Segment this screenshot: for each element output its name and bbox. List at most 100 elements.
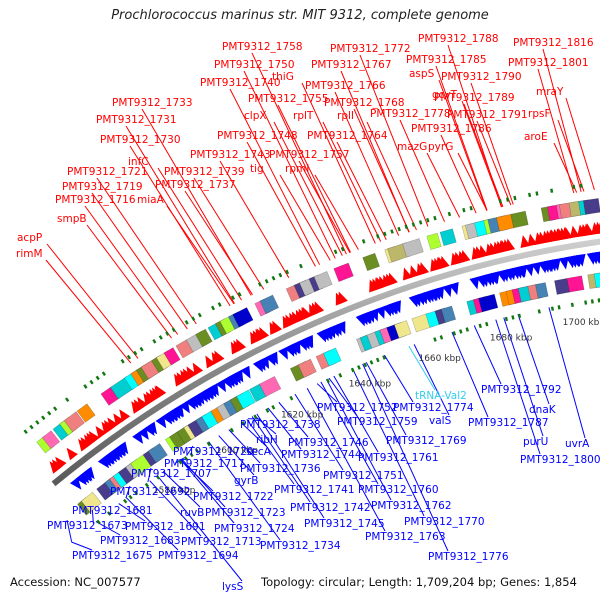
forward-gene-label[interactable]: PMT9312_1767 bbox=[311, 59, 392, 71]
forward-gene-label[interactable]: PMT9312_1750 bbox=[214, 59, 295, 71]
reverse-gene-label[interactable]: PMT9312_1681 bbox=[72, 505, 153, 517]
reverse-gene-label[interactable]: PMT9312_1751 bbox=[323, 470, 404, 482]
trna-label[interactable]: tRNA-Val2 bbox=[415, 390, 467, 402]
forward-gene-label[interactable]: PMT9312_1788 bbox=[418, 33, 499, 45]
reverse-gene-label[interactable]: PMT9312_1675 bbox=[72, 550, 153, 562]
reverse-gene-label[interactable]: PMT9312_1744 bbox=[281, 449, 362, 461]
forward-gene-label[interactable]: clpX bbox=[244, 110, 267, 122]
reverse-gene-label[interactable]: PMT9312_1746 bbox=[288, 437, 369, 449]
reverse-gene-label[interactable]: PMT9312_1683 bbox=[100, 535, 181, 547]
forward-gene-label[interactable]: aspS bbox=[409, 68, 435, 80]
gc-marker bbox=[189, 452, 194, 458]
forward-gene-label[interactable]: PMT9312_1716 bbox=[55, 194, 136, 206]
gc-marker bbox=[83, 384, 88, 389]
forward-gene-label[interactable]: rplI bbox=[337, 110, 354, 122]
forward-gene-label[interactable]: PMT9312_1740 bbox=[200, 77, 281, 89]
forward-gene-label[interactable]: thiG bbox=[272, 71, 294, 83]
reverse-gene-label[interactable]: PMT9312_1761 bbox=[358, 452, 439, 464]
forward-gene-label[interactable]: PMT9312_1748 bbox=[217, 130, 298, 142]
reverse-gene-label[interactable]: PMT9312_1722 bbox=[193, 491, 274, 503]
gc-marker bbox=[229, 427, 234, 433]
topology-summary-text: Topology: circular; Length: 1,709,204 bp… bbox=[261, 575, 577, 589]
reverse-gene-label[interactable]: PMT9312_1736 bbox=[240, 463, 321, 475]
reverse-gene-label[interactable]: PMT9312_1720 bbox=[173, 446, 254, 458]
reverse-gene-label[interactable]: PMT9312_1776 bbox=[428, 551, 509, 563]
forward-gene-label[interactable]: rpsF bbox=[528, 108, 551, 120]
reverse-gene-label[interactable]: PMT9312_1692 bbox=[110, 486, 191, 498]
reverse-gene-label[interactable]: PMT9312_1673 bbox=[47, 520, 128, 532]
reverse-gene-label[interactable]: PMT9312_1770 bbox=[404, 516, 485, 528]
reverse-gene-label[interactable]: PMT9312_1738 bbox=[240, 419, 321, 431]
forward-gene-label[interactable]: PMT9312_1755 bbox=[248, 93, 329, 105]
forward-gene-label[interactable]: tig bbox=[250, 163, 264, 175]
forward-gene-label[interactable]: PMT9312_1789 bbox=[434, 92, 515, 104]
forward-gene-label[interactable]: PMT9312_1786 bbox=[411, 123, 492, 135]
reverse-gene-label[interactable]: PMT9312_1724 bbox=[214, 523, 295, 535]
forward-gene-label[interactable]: PMT9312_1816 bbox=[513, 37, 594, 49]
reverse-gene-label[interactable]: PMT9312_1759 bbox=[337, 416, 418, 428]
reverse-gene-label[interactable]: PMT9312_1707 bbox=[131, 468, 212, 480]
forward-gene-label[interactable]: PMT9312_1721 bbox=[67, 166, 148, 178]
forward-gene-label[interactable]: PMT9312_1790 bbox=[441, 71, 522, 83]
forward-gene-label[interactable]: PMT9312_1801 bbox=[508, 57, 589, 69]
reverse-gene-label[interactable]: PMT9312_1742 bbox=[290, 502, 371, 514]
forward-gene-label[interactable]: mraY bbox=[536, 86, 564, 98]
forward-gene-label[interactable]: PMT9312_1719 bbox=[62, 181, 143, 193]
forward-gene-label[interactable]: miaA bbox=[137, 194, 165, 206]
reverse-gene-label[interactable]: PMT9312_1760 bbox=[358, 484, 439, 496]
reverse-gene-label[interactable]: PMT9312_1717 bbox=[164, 458, 245, 470]
forward-gene-arrow bbox=[55, 456, 67, 470]
forward-gene-label[interactable]: rpmI bbox=[285, 163, 309, 175]
reverse-gene-label[interactable]: dnaK bbox=[529, 404, 557, 416]
reverse-gene-label[interactable]: PMT9312_1763 bbox=[365, 531, 446, 543]
reverse-gene-label[interactable]: PMT9312_1734 bbox=[260, 540, 341, 552]
forward-gene-label[interactable]: PMT9312_1766 bbox=[305, 80, 386, 92]
forward-gene-label[interactable]: aroE bbox=[524, 131, 548, 143]
reverse-gene-label[interactable]: PMT9312_1745 bbox=[304, 518, 385, 530]
reverse-gene-label[interactable]: PMT9312_1694 bbox=[158, 550, 239, 562]
forward-gene-label[interactable]: PMT9312_1772 bbox=[330, 43, 411, 55]
reverse-gene-label[interactable]: PMT9312_1723 bbox=[205, 507, 286, 519]
reverse-gene-label[interactable]: ruvB bbox=[180, 507, 204, 519]
forward-gene-label[interactable]: rimM bbox=[16, 248, 43, 260]
reverse-gene-label[interactable]: PMT9312_1762 bbox=[371, 500, 452, 512]
forward-gene-label[interactable]: PMT9312_1764 bbox=[307, 130, 388, 142]
forward-gene-label[interactable]: smpB bbox=[57, 213, 87, 225]
forward-gene-label[interactable]: acpP bbox=[17, 232, 42, 244]
forward-gene-label[interactable]: PMT9312_1730 bbox=[100, 134, 181, 146]
forward-gene-label[interactable]: mazG bbox=[397, 141, 427, 153]
reverse-gene-label[interactable]: uvrA bbox=[565, 438, 590, 450]
reverse-gene-label[interactable]: valS bbox=[429, 415, 452, 427]
reverse-gene-label[interactable]: PMT9312_1752 bbox=[317, 402, 398, 414]
forward-gene-label[interactable]: rplT bbox=[293, 110, 314, 122]
forward-gene-label[interactable]: PMT9312_1743 bbox=[190, 149, 271, 161]
forward-gene-label[interactable]: PMT9312_1768 bbox=[324, 97, 405, 109]
reverse-gene-label[interactable]: PMT9312_1800 bbox=[520, 454, 600, 466]
forward-gene-label[interactable]: gcvT bbox=[432, 89, 458, 101]
forward-gene-label[interactable]: PMT9312_1731 bbox=[96, 114, 177, 126]
forward-gene-label[interactable]: PMT9312_1758 bbox=[222, 41, 303, 53]
reverse-gene-label[interactable]: ribH bbox=[256, 434, 278, 446]
reverse-gene-label[interactable]: PMT9312_1769 bbox=[386, 435, 467, 447]
reverse-gene-label[interactable]: PMT9312_1691 bbox=[125, 521, 206, 533]
reverse-gene-label[interactable]: PMT9312_1713 bbox=[181, 536, 262, 548]
reverse-gene-label[interactable]: gyrB bbox=[234, 475, 258, 487]
forward-gene-label[interactable]: PMT9312_1739 bbox=[164, 166, 245, 178]
forward-gene-label[interactable]: infC bbox=[128, 156, 149, 168]
reverse-gene-label[interactable]: secA bbox=[246, 446, 272, 458]
reverse-gene-label[interactable]: lysS bbox=[222, 581, 244, 593]
forward-gene-label[interactable]: pyrG bbox=[428, 141, 453, 153]
reverse-gene-label[interactable]: PMT9312_1741 bbox=[274, 484, 355, 496]
forward-gene-label[interactable]: PMT9312_1785 bbox=[406, 54, 487, 66]
reverse-gene-label[interactable]: PMT9312_1787 bbox=[468, 417, 549, 429]
forward-gene-label[interactable]: PMT9312_1778 bbox=[370, 108, 451, 120]
gc-marker bbox=[390, 229, 394, 234]
reverse-gene-label[interactable]: purU bbox=[523, 436, 548, 448]
reverse-gene-label[interactable]: PMT9312_1774 bbox=[393, 402, 474, 414]
forward-gene-label[interactable]: PMT9312_1757 bbox=[269, 149, 350, 161]
forward-gene-label[interactable]: PMT9312_1733 bbox=[112, 97, 193, 109]
reverse-gene-label[interactable]: PMT9312_1792 bbox=[481, 384, 562, 396]
forward-gene-label[interactable]: PMT9312_1791 bbox=[447, 109, 528, 121]
forward-gene-label[interactable]: PMT9312_1737 bbox=[155, 179, 236, 191]
